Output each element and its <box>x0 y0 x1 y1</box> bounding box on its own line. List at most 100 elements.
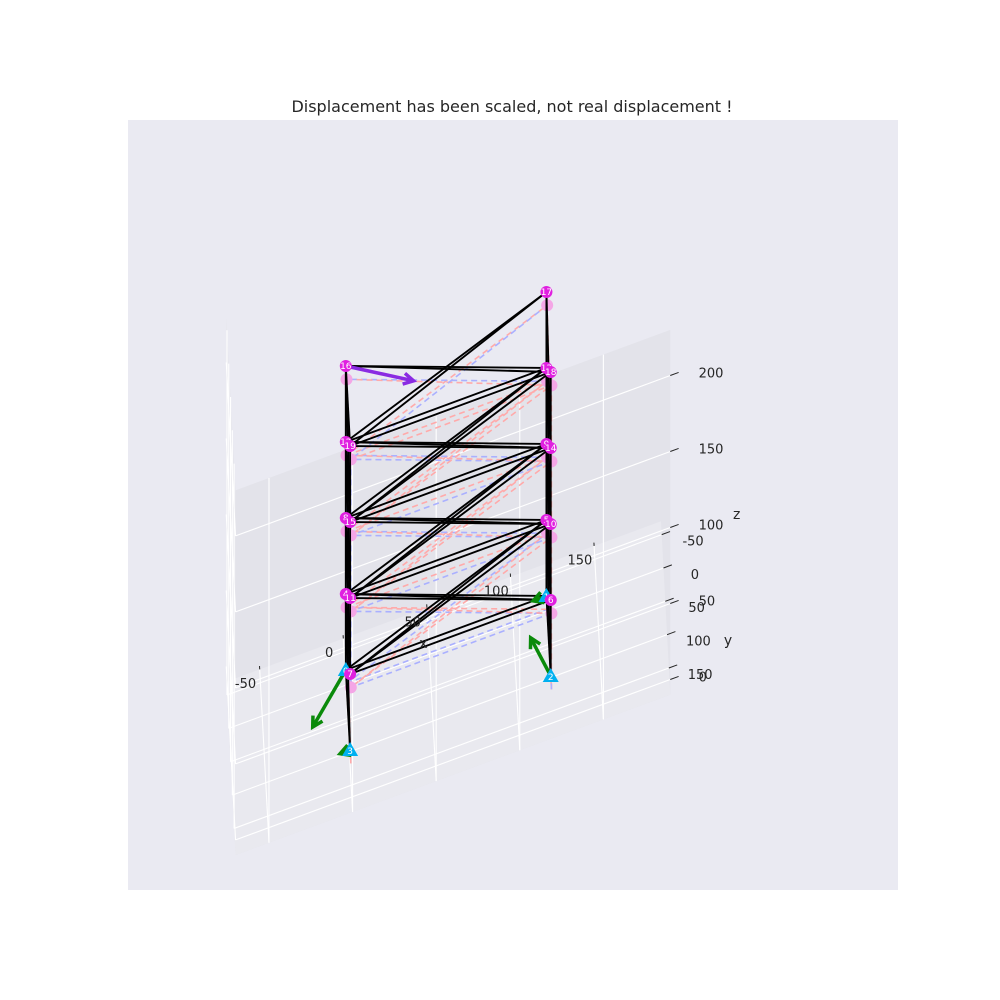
z-tick-label: 100 <box>699 518 724 533</box>
z-tick-label: 150 <box>699 442 724 457</box>
x-tick-label: -50 <box>235 677 256 692</box>
truss-node <box>339 360 352 372</box>
grid-line-y <box>230 600 666 763</box>
node-number: 7 <box>347 670 353 680</box>
y-tick-label: 100 <box>686 635 711 650</box>
grid-line-y <box>228 567 664 729</box>
grid-line-z <box>225 438 237 612</box>
y-tick-label: -50 <box>682 535 703 550</box>
x-tick-label: 100 <box>484 584 509 599</box>
truss-node <box>344 592 357 605</box>
node-number: 17 <box>541 288 552 298</box>
truss-node <box>544 594 557 606</box>
truss-node <box>344 516 357 529</box>
y-tick-mark <box>666 631 676 636</box>
node-number: 6 <box>548 596 554 606</box>
grid-line-x <box>259 669 270 843</box>
reaction-arrow-head <box>529 591 545 605</box>
truss-member <box>349 371 552 523</box>
z-tick-mark <box>670 523 679 528</box>
truss-member <box>344 365 352 447</box>
truss-member <box>349 447 552 523</box>
support-node-number: 3 <box>347 747 353 757</box>
support-node-number: 2 <box>548 673 554 683</box>
node-number: 10 <box>545 520 557 530</box>
node-number: 18 <box>545 368 557 378</box>
x-tick-label: 0 <box>325 646 333 661</box>
node-number: 14 <box>545 444 557 454</box>
x-tick-label: 150 <box>568 554 593 569</box>
truss-members <box>344 291 552 751</box>
truss-member <box>349 523 552 675</box>
x-tick-label: 50 <box>404 615 421 630</box>
truss-node <box>344 668 357 681</box>
node-number: 16 <box>340 362 352 372</box>
support-triangle <box>542 668 559 682</box>
truss-member <box>349 523 552 599</box>
deformed-member <box>350 304 548 461</box>
y-tick-label: 0 <box>691 568 699 583</box>
truss-member <box>349 599 552 675</box>
truss-member <box>349 447 552 599</box>
node-number: 15 <box>344 518 355 528</box>
y-axis-label: y <box>724 633 732 649</box>
truss-member <box>349 443 548 599</box>
grid-line-x <box>593 545 604 720</box>
y-tick-label: 150 <box>688 668 713 683</box>
z-tick-mark <box>670 599 679 604</box>
grid-line-z <box>225 362 237 536</box>
node-number: 19 <box>344 442 356 452</box>
truss-member <box>345 595 547 671</box>
y-tick-mark <box>665 597 674 602</box>
support-triangle <box>342 742 359 757</box>
reaction-arrow <box>529 636 553 677</box>
load-arrow-head <box>402 371 418 386</box>
truss-member <box>349 371 552 447</box>
z-tick-mark <box>670 371 679 376</box>
truss-node <box>540 285 553 298</box>
deformed-member <box>350 536 552 613</box>
force-arrows <box>310 364 553 758</box>
z-tick-label: 50 <box>699 594 716 609</box>
y-tick-mark <box>663 564 673 569</box>
deformed-member <box>346 608 548 685</box>
truss-member <box>349 519 548 675</box>
deformed-member <box>350 532 548 689</box>
grid-line-z <box>225 590 237 764</box>
truss-member <box>345 443 547 519</box>
deformed-member <box>350 380 548 537</box>
floor-pane <box>226 521 671 856</box>
y-tick-mark <box>661 531 671 536</box>
truss-nodes: 45678910111213141516171819 <box>339 285 557 681</box>
deformed-member <box>350 460 552 537</box>
grid-line-y <box>232 634 668 796</box>
y-tick-label: 50 <box>688 601 705 616</box>
node-number: 11 <box>344 594 355 604</box>
load-arrow <box>345 364 414 383</box>
z-tick-mark <box>670 675 679 680</box>
deformed-member <box>350 612 552 689</box>
grid-line-y <box>233 667 670 829</box>
x-axis-label: x <box>419 636 427 652</box>
grid-line-z <box>235 602 671 765</box>
truss-member <box>345 519 547 595</box>
chart-title: Displacement has been scaled, not real d… <box>291 97 732 116</box>
reaction-arrow-head <box>310 715 324 731</box>
z-tick-mark <box>670 447 679 452</box>
y-tick-mark <box>668 664 678 669</box>
reaction-arrow-head <box>528 634 542 650</box>
reaction-arrow <box>311 669 348 728</box>
grid-line-z <box>225 666 237 840</box>
truss-node <box>544 366 557 378</box>
truss-node <box>344 440 357 453</box>
deformed-member <box>350 456 548 613</box>
grid-line-x <box>426 607 437 782</box>
truss-member <box>349 291 548 447</box>
z-tick-label: 0 <box>699 670 707 685</box>
truss-node <box>544 442 557 454</box>
grid-line-x <box>509 576 521 751</box>
grid-line-z <box>235 678 671 841</box>
truss-node <box>544 518 557 530</box>
